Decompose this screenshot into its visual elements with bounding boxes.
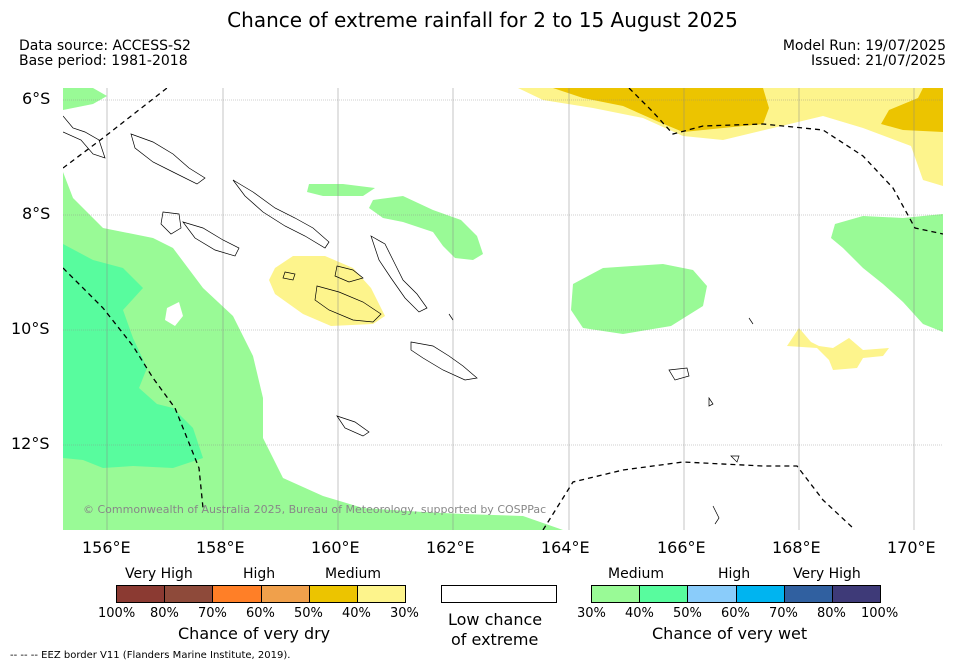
wet-high-area: [63, 244, 203, 468]
dry-tick: 100%: [98, 606, 136, 621]
lat-label: 8°S: [22, 204, 51, 223]
wet-medium-area: [307, 184, 375, 196]
dry-color-swatch: [165, 586, 214, 602]
wet-colorbar: [591, 585, 881, 603]
wet-category-label: Medium: [608, 566, 664, 582]
wet-tick: 50%: [673, 606, 702, 621]
no-signal-area: [165, 302, 183, 326]
wet-color-swatch: [736, 586, 785, 602]
lat-label: 10°S: [11, 319, 50, 338]
eez-border: [63, 88, 943, 530]
dry-tick: 50%: [294, 606, 323, 621]
dry-category-label: Medium: [325, 566, 381, 582]
dry-tick: 60%: [246, 606, 275, 621]
dry-color-swatch: [117, 586, 166, 602]
wet-color-swatch: [688, 586, 737, 602]
wet-color-swatch: [640, 586, 689, 602]
wet-color-swatch: [832, 586, 881, 602]
lon-label: 166°E: [657, 538, 706, 557]
dry-color-swatch: [357, 586, 406, 602]
dry-tick: 40%: [342, 606, 371, 621]
dry-tick: 70%: [198, 606, 227, 621]
dry-color-swatch: [213, 586, 262, 602]
dry-medium-area: [518, 88, 943, 186]
wet-tick: 100%: [861, 606, 899, 621]
wet-tick: 70%: [769, 606, 798, 621]
map-title: Chance of extreme rainfall for 2 to 15 A…: [227, 8, 738, 32]
issued-date: Issued: 21/07/2025: [811, 53, 946, 69]
wet-medium-area: [831, 214, 943, 332]
wet-color-swatch: [784, 586, 833, 602]
lon-label: 158°E: [196, 538, 245, 557]
dry-legend-title: Chance of very dry: [178, 624, 331, 643]
lat-label: 12°S: [11, 434, 50, 453]
lon-label: 168°E: [772, 538, 821, 557]
wet-legend-title: Chance of very wet: [652, 624, 808, 643]
dry-tick: 30%: [390, 606, 419, 621]
wet-medium-area: [571, 264, 707, 334]
low-chance-label: of extreme: [451, 630, 539, 649]
low-chance-label: Low chance: [448, 610, 543, 629]
dry-category-label: Very High: [125, 566, 193, 582]
wet-tick: 40%: [625, 606, 654, 621]
coastlines: [63, 115, 754, 525]
dry-high-area: [881, 88, 943, 132]
dry-tick: 80%: [150, 606, 179, 621]
eez-footnote: -- -- -- EEZ border V11 (Flanders Marine…: [10, 650, 291, 661]
data-source: Data source: ACCESS-S2: [19, 38, 191, 54]
lon-label: 170°E: [887, 538, 936, 557]
dry-medium-area: [787, 328, 889, 370]
lat-label: 6°S: [22, 89, 51, 108]
lon-label: 156°E: [82, 538, 131, 557]
dry-color-swatch: [261, 586, 310, 602]
base-period: Base period: 1981-2018: [19, 53, 188, 69]
map-area: [63, 88, 943, 530]
wet-tick: 30%: [577, 606, 606, 621]
dry-color-swatch: [309, 586, 358, 602]
dry-medium-area: [269, 256, 385, 326]
wet-tick: 60%: [721, 606, 750, 621]
graticule: [63, 88, 943, 530]
low-chance-swatch: [441, 585, 557, 603]
dry-high-area: [553, 88, 769, 132]
lon-label: 162°E: [426, 538, 475, 557]
lon-label: 164°E: [541, 538, 590, 557]
wet-color-swatch: [592, 586, 641, 602]
lon-label: 160°E: [311, 538, 360, 557]
wet-category-label: Very High: [793, 566, 861, 582]
map-canvas: [63, 88, 943, 530]
wet-category-label: High: [718, 566, 751, 582]
model-run: Model Run: 19/07/2025: [782, 38, 946, 54]
wet-medium-area: [63, 88, 107, 110]
wet-tick: 80%: [817, 606, 846, 621]
dry-colorbar: [116, 585, 406, 603]
wet-medium-area: [369, 196, 483, 260]
copyright-notice: © Commonwealth of Australia 2025, Bureau…: [83, 503, 547, 516]
dry-category-label: High: [243, 566, 276, 582]
